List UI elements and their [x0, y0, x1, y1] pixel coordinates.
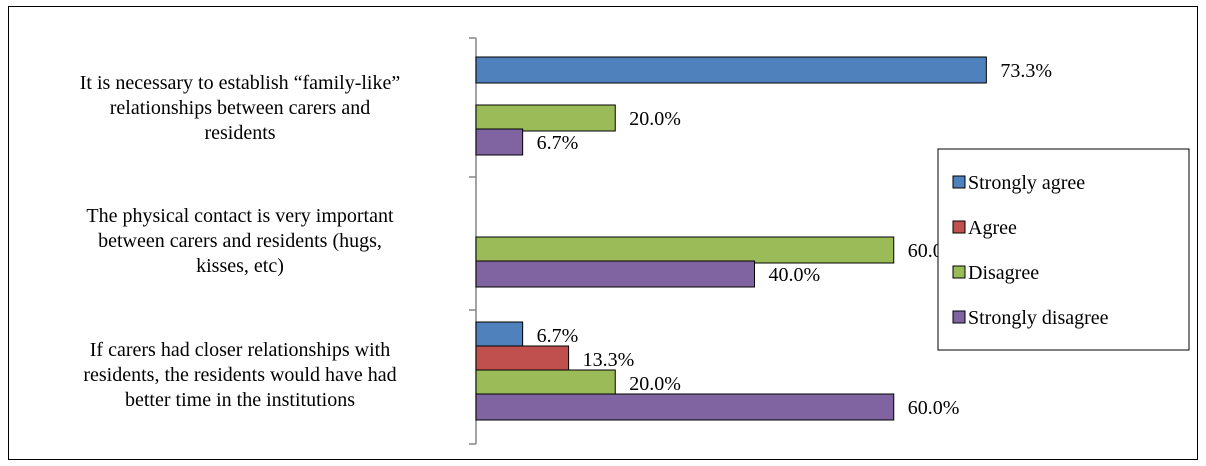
bar — [475, 128, 524, 156]
data-label: 20.0% — [629, 108, 681, 130]
legend-label: Strongly disagree — [968, 307, 1109, 329]
category-label: The physical contact is very important be… — [86, 205, 394, 277]
legend-label: Agree — [968, 217, 1017, 239]
bar — [475, 104, 616, 132]
bar — [475, 345, 570, 373]
legend-box — [937, 148, 1190, 351]
legend-label: Disagree — [968, 262, 1039, 284]
bar — [475, 236, 895, 264]
data-label: 20.0% — [629, 373, 681, 395]
category-axis — [469, 37, 477, 445]
legend-swatch — [952, 220, 966, 234]
bar — [475, 393, 895, 421]
bar — [475, 56, 987, 84]
bars — [475, 56, 987, 421]
data-label: 73.3% — [1000, 60, 1052, 82]
legend: Strongly agree Agree Disagree Strongly disa… — [937, 148, 1190, 351]
data-label: 40.0% — [769, 264, 821, 286]
data-label: 6.7% — [537, 132, 579, 154]
legend-label: Strongly agree — [968, 172, 1085, 194]
data-label: 60.0% — [908, 397, 960, 419]
category-label: If carers had closer relationships with r… — [83, 339, 396, 411]
category-labels: It is necessary to establish “family-lik… — [80, 72, 400, 411]
bar — [475, 260, 755, 288]
category-label: It is necessary to establish “family-lik… — [80, 72, 400, 144]
legend-swatch — [952, 310, 966, 324]
bar — [475, 321, 524, 349]
bar — [475, 369, 616, 397]
data-label: 13.3% — [583, 349, 635, 371]
data-label: 6.7% — [537, 325, 579, 347]
legend-swatch — [952, 175, 966, 189]
legend-swatch — [952, 265, 966, 279]
